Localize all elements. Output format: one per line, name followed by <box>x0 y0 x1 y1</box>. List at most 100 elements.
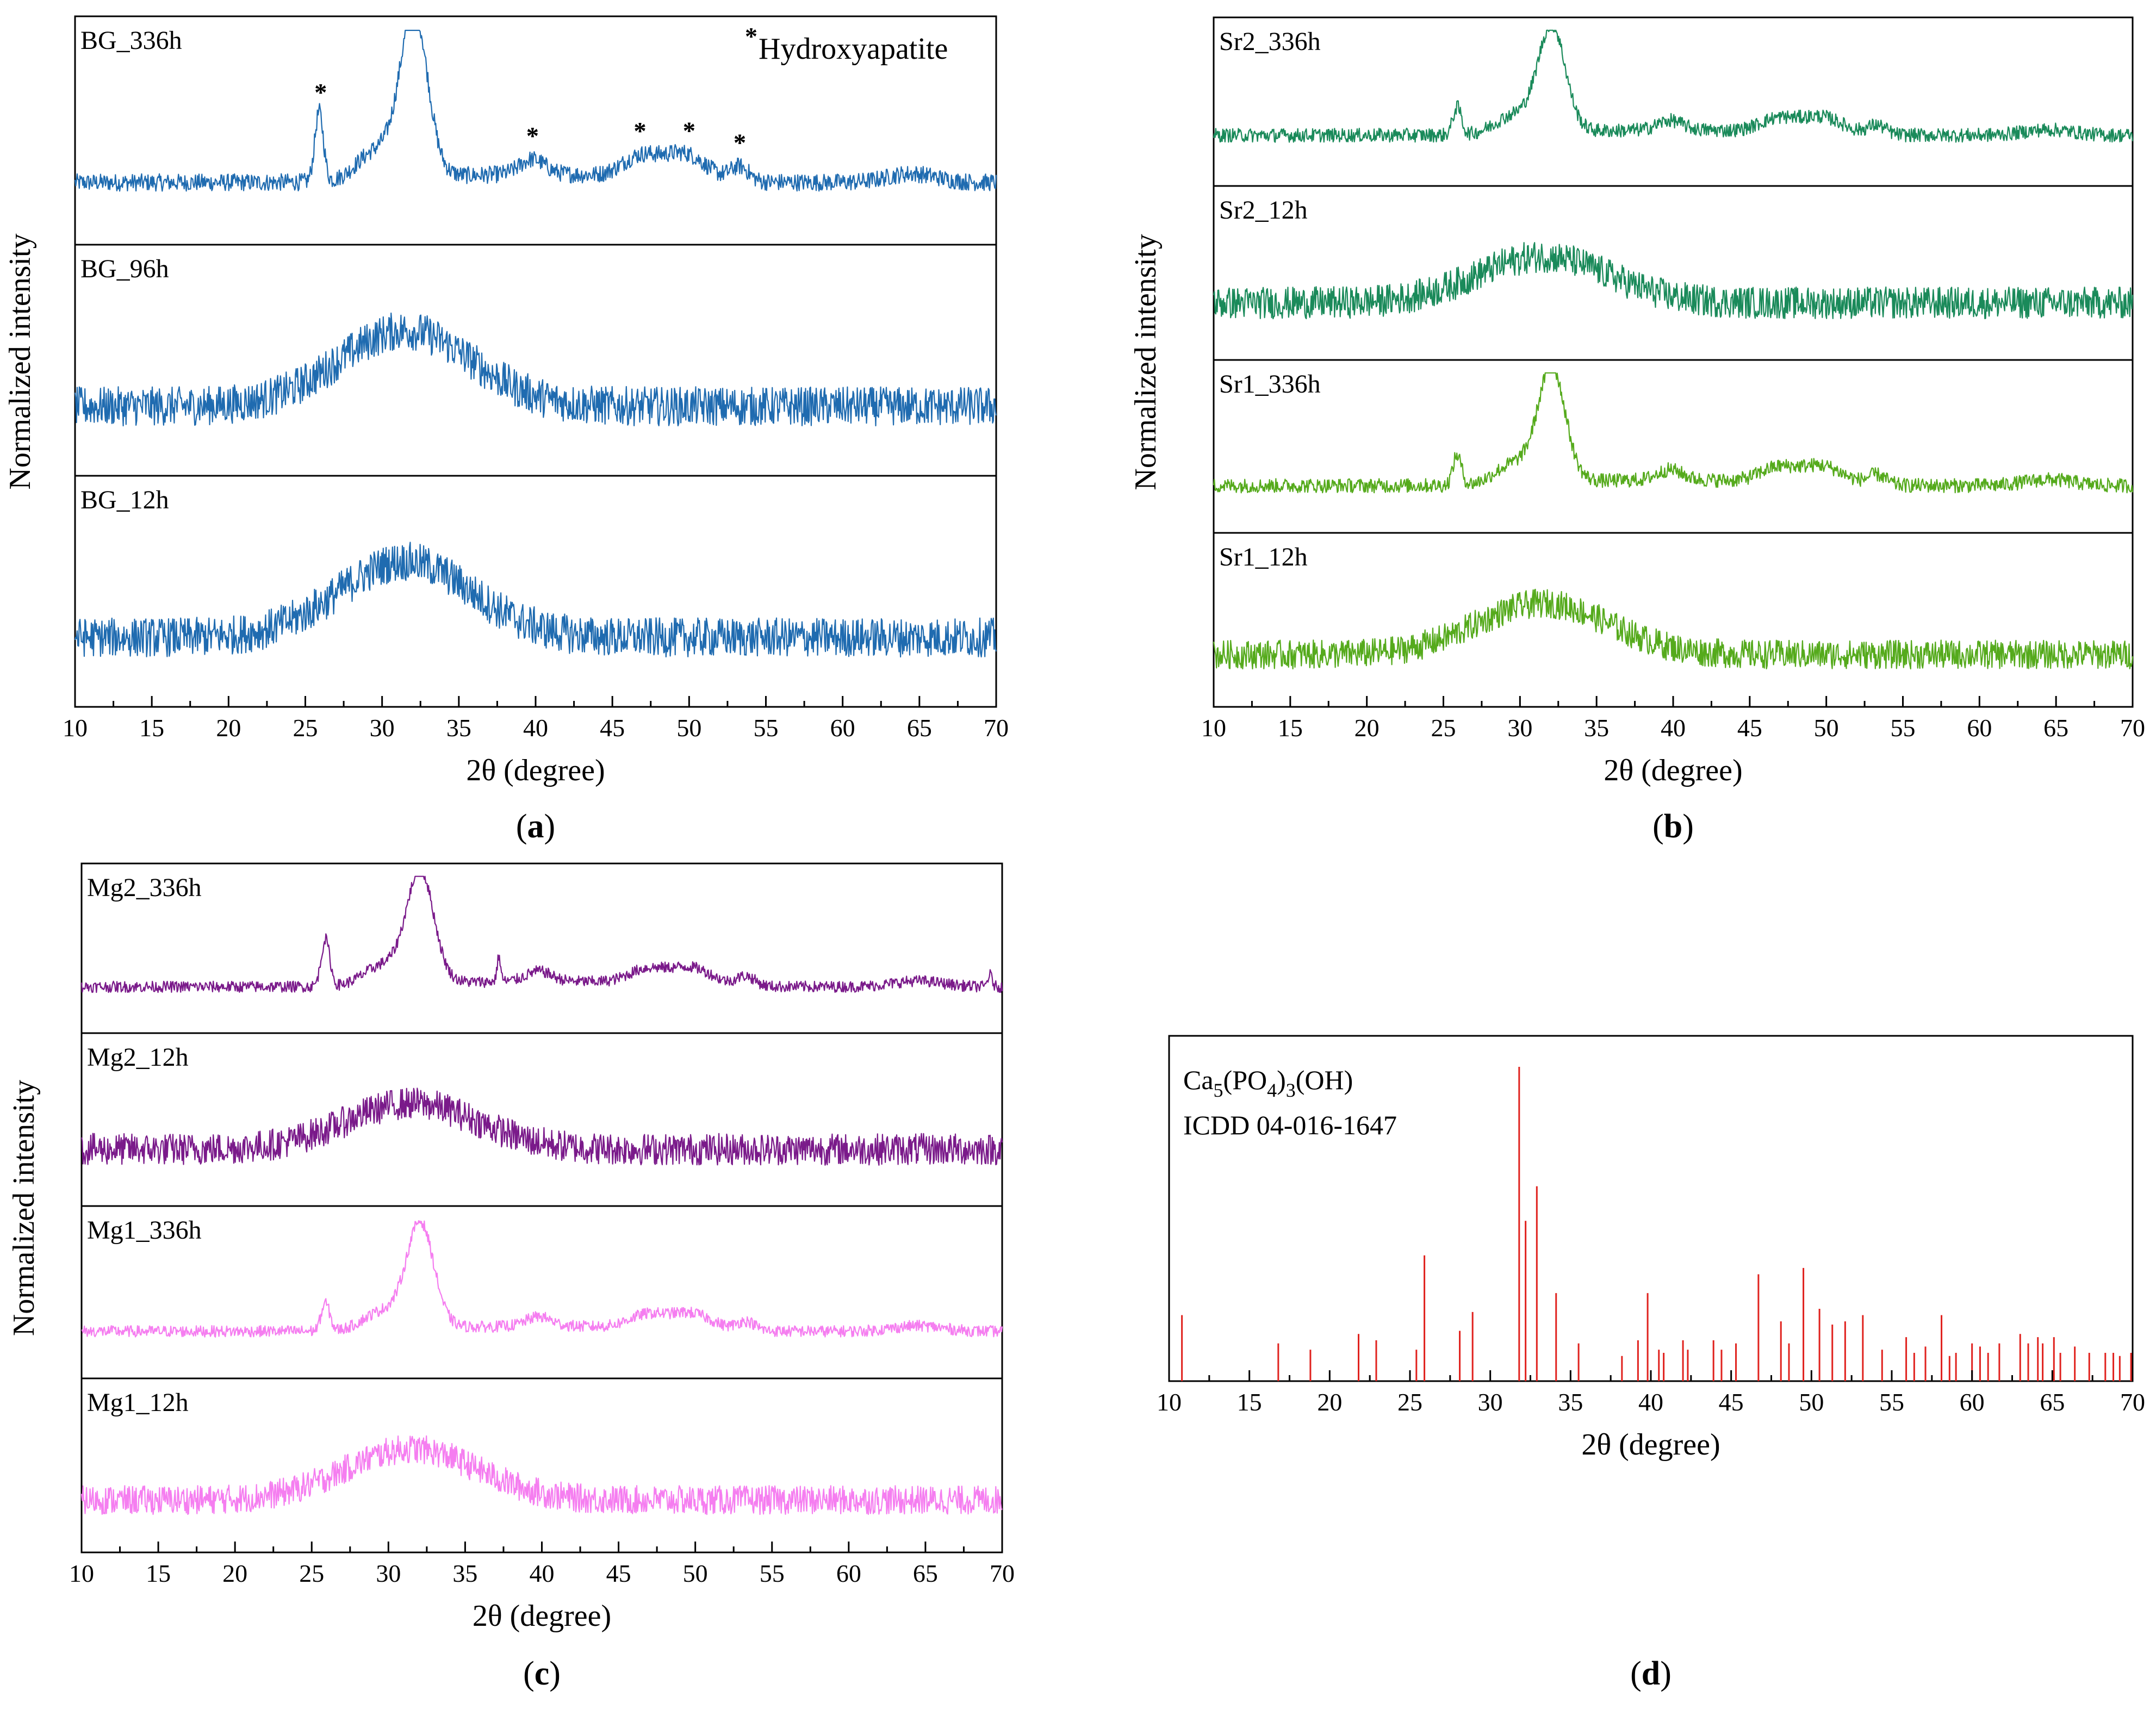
series-label: BG_96h <box>80 254 169 283</box>
subplot-frame <box>74 475 997 708</box>
x-tick-label: 50 <box>683 1559 708 1587</box>
xrd-trace-Mg1_12h <box>80 1435 1003 1515</box>
panel-caption: (a) <box>516 808 555 845</box>
hydroxyapatite-star-marker: * <box>734 129 746 157</box>
x-tick-label: 30 <box>370 714 395 742</box>
x-axis-title: 2θ (degree) <box>473 1599 611 1633</box>
x-tick-label: 45 <box>1737 714 1762 742</box>
x-tick-label: 25 <box>299 1559 324 1587</box>
x-tick-label: 60 <box>1960 1388 1985 1416</box>
x-tick-label: 40 <box>523 714 548 742</box>
x-tick-label: 40 <box>530 1559 555 1587</box>
xrd-trace-Mg2_336h <box>80 875 1003 993</box>
series-label: BG_336h <box>80 26 182 55</box>
x-tick-label: 65 <box>907 714 932 742</box>
x-tick-label: 20 <box>216 714 241 742</box>
x-tick-label: 50 <box>1799 1388 1824 1416</box>
series-label: Sr1_336h <box>1219 370 1321 399</box>
x-tick-label: 30 <box>1478 1388 1503 1416</box>
panel-caption: (b) <box>1652 808 1694 845</box>
x-tick-label: 60 <box>1967 714 1992 742</box>
x-tick-label: 45 <box>600 714 625 742</box>
x-tick-label: 70 <box>2120 714 2145 742</box>
y-axis-title: Normalized intensity <box>1129 234 1163 490</box>
xrd-trace-BG_96h <box>74 312 997 427</box>
subplot-frame <box>80 862 1003 1034</box>
subplot-frame <box>80 1205 1003 1379</box>
x-tick-label: 60 <box>836 1559 861 1587</box>
x-tick-label: 20 <box>222 1559 247 1587</box>
x-tick-label: 60 <box>830 714 855 742</box>
hydroxyapatite-star: * <box>683 116 695 144</box>
xrd-trace-Sr2_12h <box>1213 242 2134 320</box>
x-tick-label: 70 <box>2120 1388 2145 1416</box>
y-axis-title: Normalized intensity <box>7 1080 41 1336</box>
subplot-frame <box>80 1032 1003 1207</box>
x-tick-label: 55 <box>1891 714 1916 742</box>
subplot-frame <box>1213 359 2134 534</box>
x-axis-title: 2θ (degree) <box>466 754 605 787</box>
x-tick-label: 15 <box>139 714 164 742</box>
panel-d: Ca5(PO4)3(OH) ICDD 04-016-1647 10 15 20 25 3… <box>1157 1035 2145 1692</box>
series-label: Mg1_12h <box>87 1388 189 1417</box>
hydroxyapatite-star: * <box>734 129 746 157</box>
x-tick-label: 65 <box>913 1559 938 1587</box>
x-tick-label: 30 <box>1507 714 1532 742</box>
x-tick-label: 55 <box>754 714 779 742</box>
x-tick-label: 45 <box>606 1559 631 1587</box>
x-tick-label: 10 <box>63 714 88 742</box>
x-tick-label: 25 <box>1431 714 1456 742</box>
subplot-frame <box>74 244 997 477</box>
x-axis-title: 2θ (degree) <box>1604 754 1742 787</box>
hydroxyapatite-star-marker: * <box>314 78 327 106</box>
x-tick-label: 55 <box>1879 1388 1904 1416</box>
series-label: Mg2_12h <box>87 1043 189 1072</box>
x-tick-label: 70 <box>984 714 1009 742</box>
x-tick-label: 25 <box>1397 1388 1422 1416</box>
panel-c: Mg2_336h Mg2_12h Mg1_336h Mg1_12h 10 15 20 25 30… <box>7 862 1015 1692</box>
x-tick-label: 50 <box>1814 714 1839 742</box>
x-tick-label: 15 <box>1278 714 1303 742</box>
xrd-trace-Sr2_336h <box>1213 29 2134 143</box>
xrd-trace-Mg2_12h <box>80 1087 1003 1166</box>
hydroxyapatite-star: * <box>526 122 539 150</box>
x-tick-label: 10 <box>1157 1388 1182 1416</box>
panel-b: Sr2_336h Sr2_12h Sr1_336h Sr1_12h 10 15 20 25 30… <box>1129 16 2145 845</box>
subplot-frame <box>1213 532 2134 708</box>
x-tick-label: 40 <box>1638 1388 1663 1416</box>
x-tick-label: 15 <box>146 1559 171 1587</box>
subplot-frame <box>1213 16 2134 187</box>
hydroxyapatite-star-marker: * <box>633 117 646 145</box>
x-tick-label: 55 <box>760 1559 785 1587</box>
x-tick-label: 70 <box>990 1559 1015 1587</box>
x-tick-label: 20 <box>1355 714 1380 742</box>
x-tick-label: 65 <box>2043 714 2068 742</box>
legend-text: Hydroxyapatite <box>759 32 948 66</box>
xrd-trace-Sr1_336h <box>1213 372 2134 494</box>
series-label: Sr2_12h <box>1219 196 1308 225</box>
panel-a: BG_336h BG_96h BG_12h 10 15 20 25 30 35 40 45 50 55 6… <box>3 15 1009 845</box>
series-label: Mg2_336h <box>87 873 202 902</box>
subplot-frame <box>80 1377 1003 1553</box>
legend-marker: * <box>745 22 757 50</box>
xrd-trace-BG_336h <box>74 29 997 192</box>
hydroxyapatite-star-marker: * <box>526 122 539 150</box>
y-axis-title: Normalized intensity <box>3 233 37 489</box>
panel-caption: (d) <box>1630 1655 1672 1692</box>
xrd-trace-Sr1_12h <box>1213 588 2134 670</box>
xrd-trace-BG_12h <box>74 542 997 658</box>
reference-code: ICDD 04-016-1647 <box>1183 1110 1397 1140</box>
hydroxyapatite-star-marker: * <box>683 116 695 144</box>
x-tick-label: 35 <box>1558 1388 1583 1416</box>
x-tick-label: 20 <box>1317 1388 1342 1416</box>
series-label: Sr1_12h <box>1219 543 1308 571</box>
series-label: Sr2_336h <box>1219 27 1321 56</box>
x-tick-label: 25 <box>293 714 318 742</box>
x-tick-label: 10 <box>1201 714 1226 742</box>
subplot-frame <box>1213 185 2134 361</box>
x-tick-label: 35 <box>446 714 471 742</box>
x-tick-label: 40 <box>1661 714 1686 742</box>
x-tick-label: 10 <box>69 1559 94 1587</box>
x-tick-label: 50 <box>676 714 701 742</box>
